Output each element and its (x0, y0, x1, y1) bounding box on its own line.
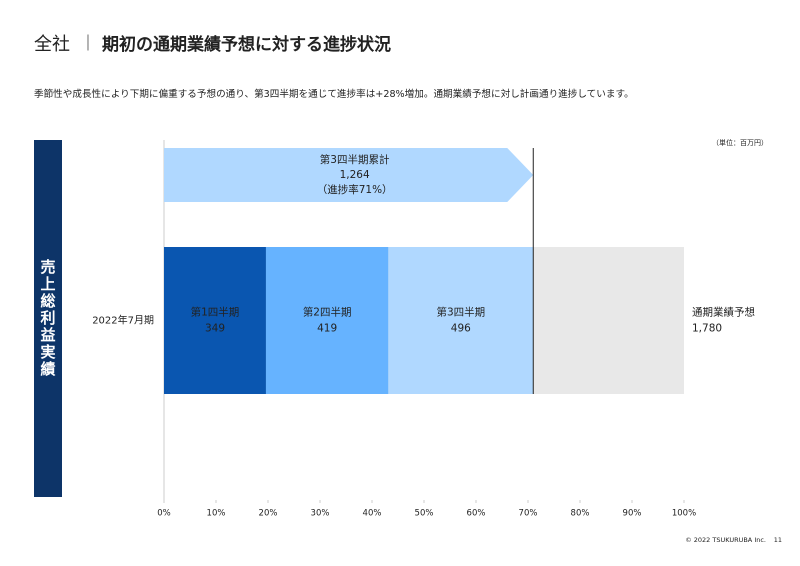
forecast-name: 通期業績予想 (692, 306, 755, 319)
subtitle: 季節性や成長性により下期に偏重する予想の通り、第3四半期を通じて進捗率は+28%… (34, 88, 634, 100)
segment-name: 第2四半期 (303, 306, 352, 319)
bar-segment (265, 247, 389, 394)
x-tick-label: 20% (259, 509, 278, 519)
bar-segment (164, 247, 266, 394)
segment-value: 349 (205, 323, 225, 335)
unit-note: （単位：百万円） (712, 138, 768, 147)
title-prefix: 全社 (34, 34, 70, 55)
page-number: 11 (774, 536, 782, 544)
segment-name: 第1四半期 (191, 306, 240, 319)
copyright: © 2022 TSUKURUBA Inc. (685, 536, 766, 544)
x-tick-label: 60% (467, 509, 486, 519)
forecast-value: 1,780 (692, 323, 722, 335)
x-tick-label: 100% (672, 509, 696, 519)
x-tick-label: 40% (363, 509, 382, 519)
segment-name: 第3四半期 (436, 306, 485, 319)
x-tick-label: 10% (207, 509, 226, 519)
cumulative-name: 第3四半期累計 (320, 153, 390, 166)
cumulative-arrow (164, 148, 534, 202)
x-tick-label: 30% (311, 509, 330, 519)
x-tick-label: 70% (519, 509, 538, 519)
x-tick-label: 80% (571, 509, 590, 519)
segment-value: 419 (317, 323, 337, 335)
segment-value: 496 (451, 323, 471, 335)
title-separator: ｜ (80, 34, 96, 53)
x-tick-label: 90% (623, 509, 642, 519)
cumulative-value: 1,264 (340, 169, 370, 181)
side-label: 売上総利益実績 (34, 140, 62, 497)
progress-label: （進捗率71%） (317, 183, 393, 196)
bar-segment (388, 247, 534, 394)
category-label: 2022年7月期 (92, 314, 154, 327)
x-tick-label: 0% (157, 509, 171, 519)
x-tick-label: 50% (415, 509, 434, 519)
title: 期初の通期業績予想に対する進捗状況 (102, 34, 391, 55)
